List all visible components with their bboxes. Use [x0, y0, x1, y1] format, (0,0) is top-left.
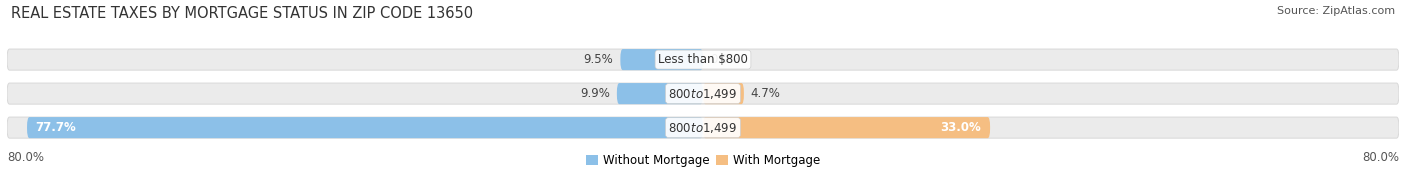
FancyBboxPatch shape [7, 83, 1399, 104]
Text: 33.0%: 33.0% [941, 121, 981, 134]
Text: REAL ESTATE TAXES BY MORTGAGE STATUS IN ZIP CODE 13650: REAL ESTATE TAXES BY MORTGAGE STATUS IN … [11, 6, 474, 21]
Text: 80.0%: 80.0% [7, 152, 44, 164]
Text: Less than $800: Less than $800 [658, 53, 748, 66]
FancyBboxPatch shape [703, 83, 744, 104]
FancyBboxPatch shape [7, 49, 1399, 70]
Text: 9.5%: 9.5% [583, 53, 613, 66]
Text: 4.7%: 4.7% [751, 87, 780, 100]
Text: 0.0%: 0.0% [710, 53, 740, 66]
Text: $800 to $1,499: $800 to $1,499 [668, 87, 738, 101]
Text: $800 to $1,499: $800 to $1,499 [668, 121, 738, 135]
Text: Source: ZipAtlas.com: Source: ZipAtlas.com [1277, 6, 1395, 16]
FancyBboxPatch shape [27, 117, 703, 138]
FancyBboxPatch shape [7, 117, 1399, 138]
Text: 9.9%: 9.9% [581, 87, 610, 100]
FancyBboxPatch shape [617, 83, 703, 104]
FancyBboxPatch shape [703, 117, 990, 138]
Legend: Without Mortgage, With Mortgage: Without Mortgage, With Mortgage [581, 150, 825, 172]
FancyBboxPatch shape [620, 49, 703, 70]
Text: 77.7%: 77.7% [35, 121, 76, 134]
Text: 80.0%: 80.0% [1362, 152, 1399, 164]
